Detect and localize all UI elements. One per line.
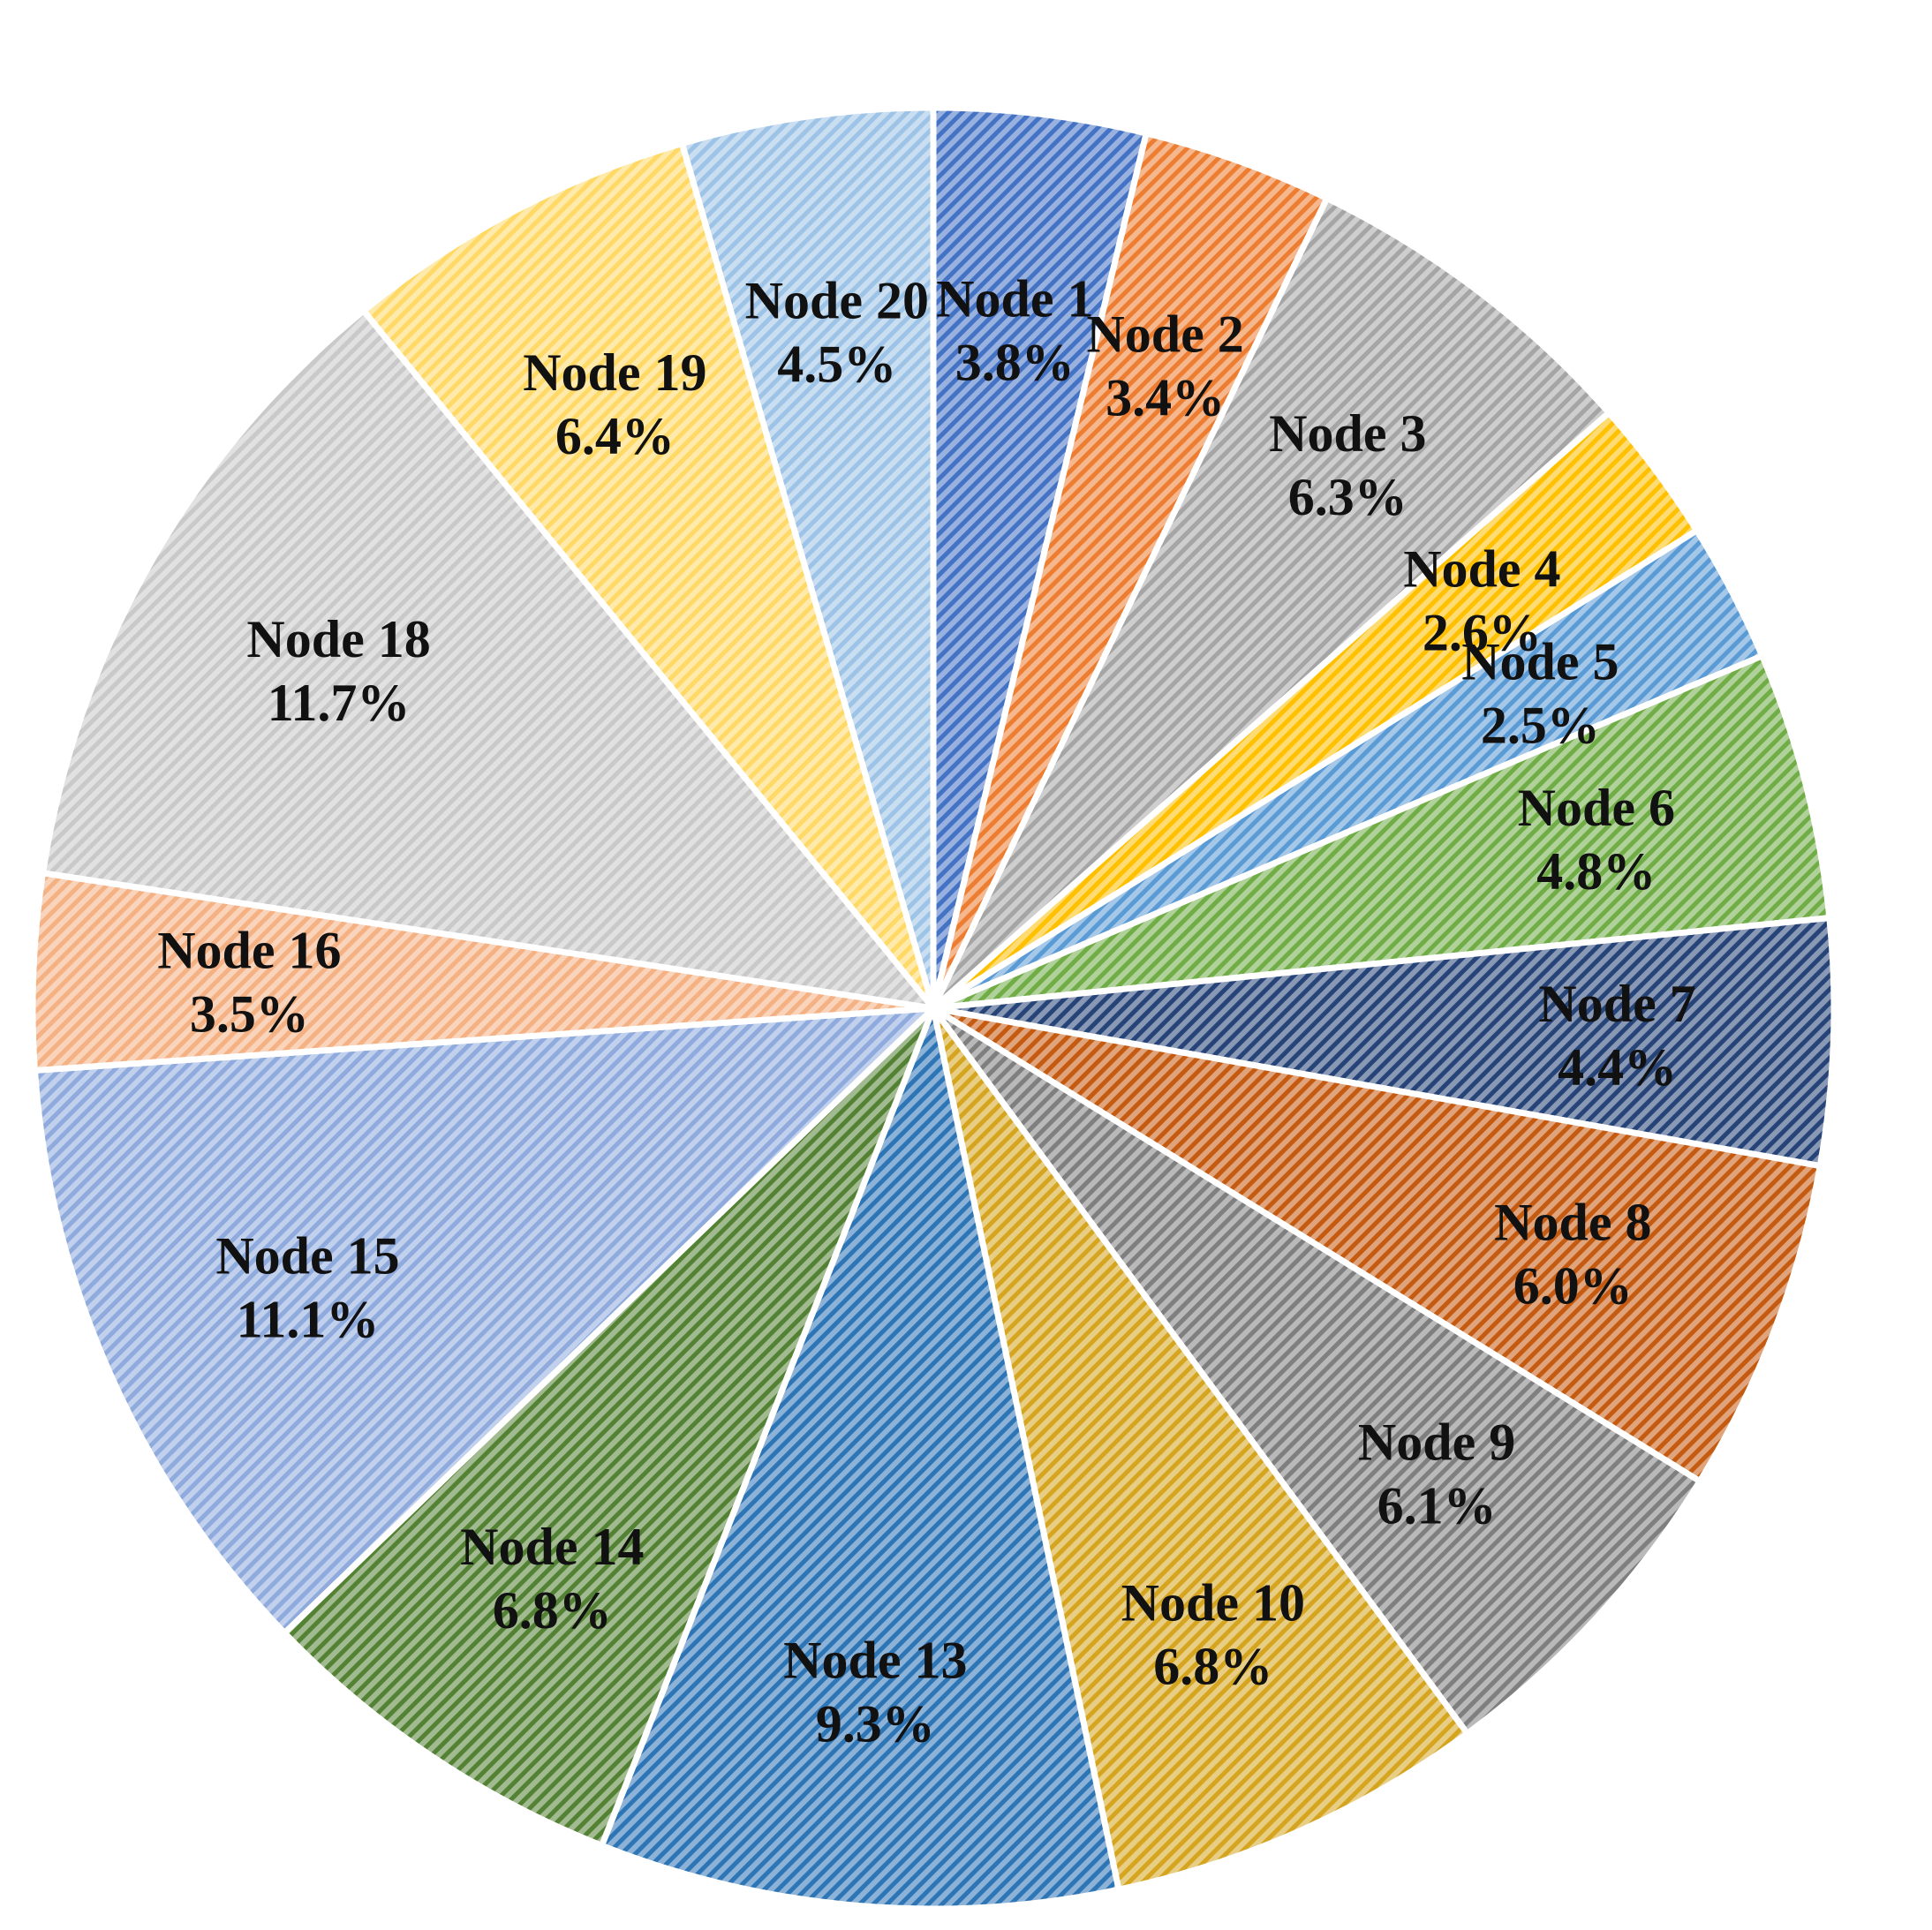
- slice-name-node-13: Node 13: [783, 1631, 967, 1689]
- slice-name-node-3: Node 3: [1269, 404, 1426, 463]
- slice-label-node-19: Node 19 6.4%: [523, 343, 706, 465]
- slice-label-node-20: Node 20 4.5%: [745, 272, 929, 394]
- slice-label-node-4: Node 4 2.6%: [1403, 540, 1560, 662]
- pie-slice-node-14: [281, 1005, 937, 1849]
- slice-label-node-14: Node 14 6.8%: [460, 1518, 644, 1640]
- slice-percent-node-16: 3.5%: [190, 984, 309, 1043]
- slice-label-node-9: Node 9 6.1%: [1358, 1413, 1515, 1534]
- slice-label-node-3: Node 3 6.3%: [1269, 404, 1426, 526]
- slice-name-node-1: Node 1: [936, 269, 1093, 328]
- slice-name-node-19: Node 19: [523, 343, 706, 402]
- slice-name-node-18: Node 18: [246, 610, 430, 668]
- slice-label-node-5: Node 5 2.5%: [1461, 633, 1619, 755]
- pie-slice-node-8: [930, 1005, 1823, 1485]
- pie-slice-node-10: [930, 1005, 1471, 1893]
- slice-percent-node-7: 4.4%: [1558, 1038, 1677, 1097]
- slice-label-node-6: Node 6 4.8%: [1518, 779, 1675, 901]
- slice-label-node-15: Node 15 11.1%: [215, 1227, 399, 1349]
- slice-name-node-8: Node 8: [1494, 1193, 1651, 1251]
- slice-percent-node-6: 4.8%: [1536, 842, 1656, 901]
- slice-percent-node-3: 6.3%: [1288, 468, 1407, 526]
- slice-percent-node-4: 2.6%: [1423, 604, 1542, 662]
- pie-slice-node-18: [40, 307, 937, 1012]
- slice-percent-node-14: 6.8%: [493, 1581, 612, 1640]
- slice-name-node-2: Node 2: [1086, 305, 1243, 364]
- pie-labels: Node 1 3.8% Node 2 3.4%Node 3 6.3%Node 4 2.6%…: [157, 269, 1696, 1753]
- slice-name-node-6: Node 6: [1518, 779, 1675, 837]
- pie-slice-node-20: [678, 104, 937, 1012]
- slice-percent-node-8: 6.0%: [1513, 1256, 1633, 1315]
- pie-slice-node-19: [360, 140, 937, 1012]
- slice-name-node-9: Node 9: [1358, 1413, 1515, 1471]
- pie-slices: [29, 104, 1838, 1912]
- slice-percent-node-10: 6.8%: [1153, 1638, 1272, 1696]
- slice-label-node-18: Node 18 11.7%: [246, 610, 430, 732]
- pie-slice-node-6: [930, 652, 1833, 1012]
- slice-name-node-10: Node 10: [1121, 1574, 1305, 1632]
- pie-slice-node-3: [930, 195, 1612, 1012]
- slice-label-node-13: Node 13 9.3%: [783, 1631, 967, 1753]
- slice-label-node-7: Node 7 4.4%: [1538, 975, 1695, 1097]
- pie-slice-node-2: [930, 130, 1331, 1012]
- pie-slice-node-16: [29, 870, 937, 1074]
- slice-label-node-1: Node 1 3.8%: [936, 269, 1093, 391]
- slice-percent-node-2: 3.4%: [1106, 369, 1225, 427]
- slice-percent-node-9: 6.1%: [1377, 1476, 1497, 1534]
- slice-percent-node-18: 11.7%: [268, 674, 411, 732]
- slice-percent-node-19: 6.4%: [555, 407, 675, 465]
- pie-slice-node-9: [930, 1005, 1703, 1737]
- pie-slice-node-7: [930, 915, 1838, 1170]
- slice-name-node-4: Node 4: [1403, 540, 1560, 599]
- slice-name-node-5: Node 5: [1461, 633, 1619, 691]
- slice-percent-node-20: 4.5%: [777, 335, 896, 394]
- slice-name-node-20: Node 20: [745, 272, 929, 330]
- slice-percent-node-15: 11.1%: [237, 1291, 380, 1349]
- slice-name-node-15: Node 15: [215, 1227, 399, 1285]
- slice-name-node-14: Node 14: [460, 1518, 644, 1576]
- slice-name-node-16: Node 16: [157, 921, 341, 979]
- slice-label-node-16: Node 16 3.5%: [157, 921, 341, 1043]
- slice-name-node-7: Node 7: [1538, 975, 1695, 1033]
- pie-slice-node-15: [31, 1005, 937, 1637]
- slice-label-node-2: Node 2 3.4%: [1086, 305, 1243, 427]
- slice-percent-node-1: 3.8%: [955, 333, 1075, 391]
- slice-label-node-8: Node 8 6.0%: [1494, 1193, 1651, 1315]
- slice-percent-node-5: 2.5%: [1481, 697, 1600, 755]
- slice-percent-node-13: 9.3%: [816, 1694, 935, 1753]
- pie-slice-node-13: [599, 1005, 1122, 1912]
- slice-label-node-10: Node 10 6.8%: [1121, 1574, 1305, 1696]
